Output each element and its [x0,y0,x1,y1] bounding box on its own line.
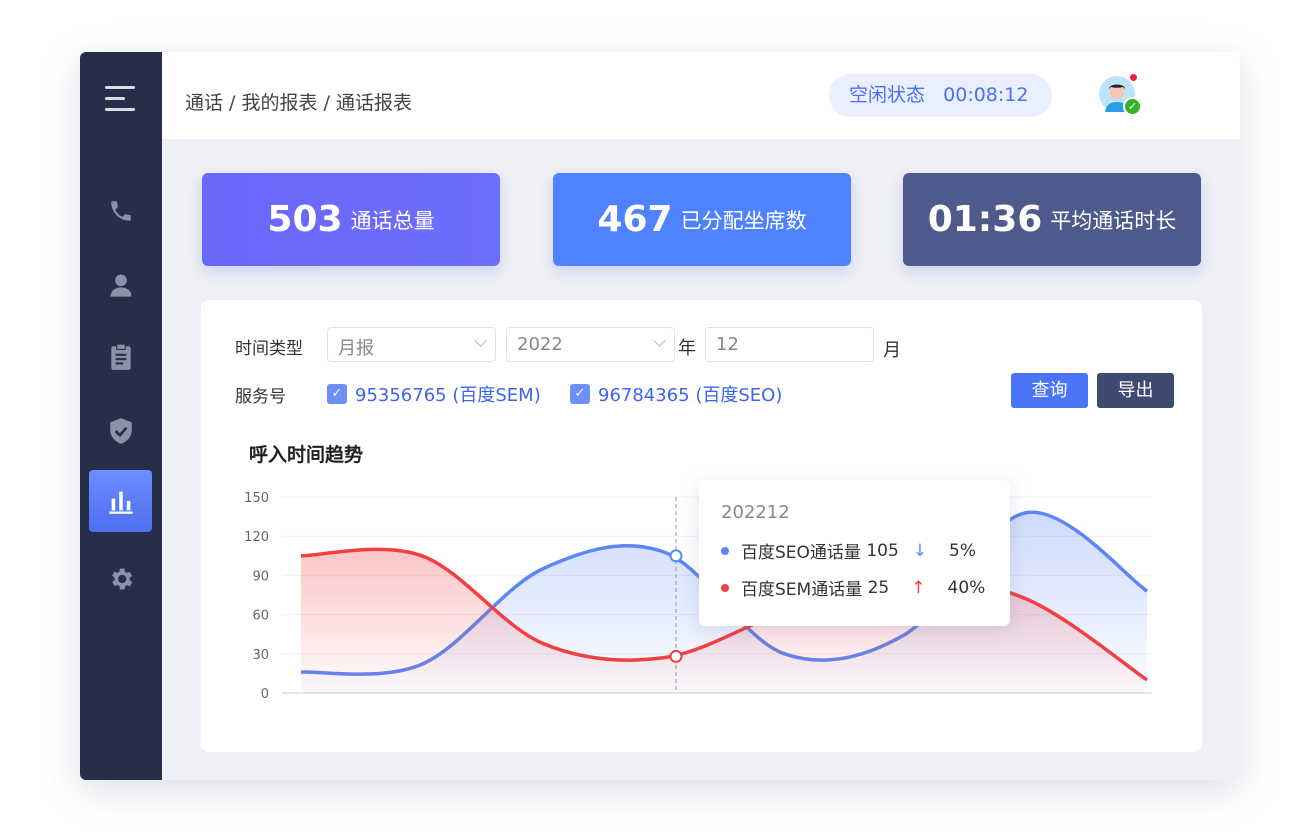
checkbox-label: 96784365 (百度SEO) [598,385,783,406]
change-percent: 40% [947,577,986,598]
tooltip-row-seo: 百度SEO通话量 105 ↓ 5% [721,538,976,563]
clipboard-icon [110,343,131,370]
year-suffix: 年 [678,338,696,359]
sidebar [80,52,162,780]
online-check-icon: ✓ [1123,97,1142,116]
chart-title: 呼入时间趋势 [249,444,364,466]
app-window: 通话 / 我的报表 / 通话报表 空闲状态 00:08:12 ✓ 503 通话总量… [80,52,1240,780]
arrow-down-icon: ↓ [912,540,928,561]
month-input[interactable]: 12 [705,327,874,362]
sidebar-item-settings[interactable] [89,548,152,610]
service-checkbox-seo[interactable]: ✓ 96784365 (百度SEO) [570,381,782,407]
menu-icon[interactable] [105,86,135,119]
service-label: 服务号 [235,387,286,407]
input-value: 12 [716,334,739,355]
stat-label: 平均通话时长 [1050,208,1177,233]
chart-tooltip: 202212 百度SEO通话量 105 ↓ 5% 百度SEM通话量 25 ↑ 40% [699,480,1010,626]
checkbox-checked-icon: ✓ [327,384,347,404]
time-type-label: 时间类型 [235,339,303,359]
tooltip-date: 202212 [721,502,790,523]
y-tick-label: 90 [252,569,269,584]
year-select[interactable]: 2022 [506,327,675,362]
checkbox-checked-icon: ✓ [570,384,590,404]
report-panel: 时间类型 月报 2022 年 12 月 服务号 ✓ 95356765 (百度SEM… [201,300,1202,752]
change-percent: 5% [949,540,977,561]
y-tick-label: 30 [252,648,269,663]
notification-dot [1130,74,1137,81]
series-name: 百度SEO通话量 [741,543,861,563]
hover-point-sem [669,649,683,663]
user-icon [110,274,131,297]
bar-chart-icon [108,491,133,514]
legend-dot [721,583,729,592]
time-type-select[interactable]: 月报 [327,327,496,362]
arrow-up-icon: ↑ [911,577,926,598]
tooltip-row-sem: 百度SEM通话量 25 ↑ 40% [721,575,985,600]
legend-dot [721,546,729,555]
phone-icon [110,201,131,221]
series-value: 25 [867,577,890,598]
stat-value: 01:36 [927,199,1043,240]
status-label: 空闲状态 [849,84,926,106]
series-line [300,547,1148,682]
checkbox-label: 95356765 (百度SEM) [355,385,541,406]
shield-check-icon [109,418,132,444]
sidebar-item-phone[interactable] [89,180,152,242]
agent-status-badge[interactable]: 空闲状态 00:08:12 [829,74,1052,117]
sidebar-item-statistics[interactable] [89,470,152,532]
sidebar-item-reports[interactable] [89,326,152,388]
status-timer: 00:08:12 [943,84,1029,106]
stat-label: 通话总量 [350,208,435,233]
breadcrumb: 通话 / 我的报表 / 通话报表 [185,92,412,114]
export-button[interactable]: 导出 [1097,373,1174,408]
y-tick-label: 0 [261,687,269,702]
y-tick-label: 150 [244,491,269,506]
query-button[interactable]: 查询 [1011,373,1088,408]
stat-value: 467 [597,199,673,240]
gear-icon [111,568,132,590]
stat-card-total-calls: 503 通话总量 [202,173,500,266]
month-suffix: 月 [883,340,901,361]
stat-card-avg-duration: 01:36 平均通话时长 [903,173,1201,266]
sidebar-item-user[interactable] [89,254,152,316]
series-value: 105 [866,540,899,561]
y-tick-label: 120 [244,530,269,545]
y-tick-label: 60 [252,609,269,624]
select-value: 月报 [338,338,374,359]
hover-point-seo [669,549,683,563]
top-header: 通话 / 我的报表 / 通话报表 空闲状态 00:08:12 ✓ [162,52,1240,139]
stat-card-agents: 467 已分配坐席数 [553,173,851,266]
sidebar-item-security[interactable] [89,400,152,462]
stat-label: 已分配坐席数 [680,208,807,233]
stat-value: 503 [267,199,343,240]
series-name: 百度SEM通话量 [741,580,863,600]
select-value: 2022 [517,334,563,355]
service-checkbox-sem[interactable]: ✓ 95356765 (百度SEM) [327,381,541,407]
